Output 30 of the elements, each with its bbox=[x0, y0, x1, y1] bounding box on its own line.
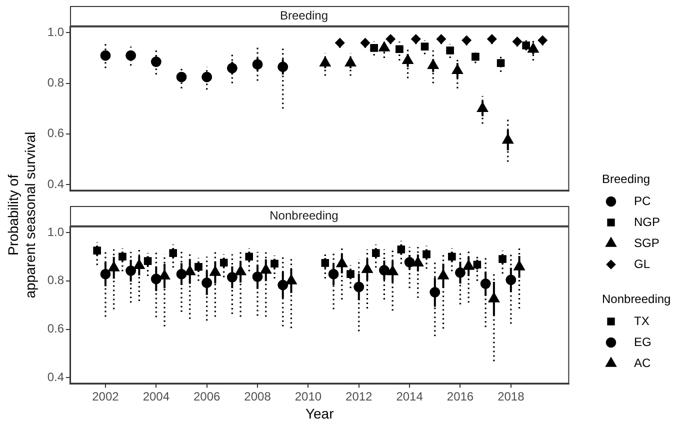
x-tick-label: 2006 bbox=[193, 389, 221, 404]
x-tick-label: 2008 bbox=[244, 389, 272, 404]
y-tick-label: 0.6 bbox=[47, 126, 64, 140]
x-tick-label: 2004 bbox=[142, 389, 170, 404]
y-tick-label: 0.8 bbox=[47, 273, 64, 288]
x-tick-label: 2014 bbox=[396, 389, 424, 404]
chart-title: Nonbreeding bbox=[270, 208, 338, 223]
x-tick-label: 2002 bbox=[92, 389, 120, 404]
legend-label: TX bbox=[634, 314, 650, 328]
chart-title: Breeding bbox=[280, 8, 328, 23]
legend-label: GL bbox=[634, 256, 650, 270]
y-axis-title: Probability of apparent seasonal survival bbox=[5, 130, 39, 300]
legend-title: Breeding bbox=[602, 172, 652, 186]
x-tick-label: 2018 bbox=[498, 389, 525, 404]
x-axis-title: Year bbox=[305, 405, 334, 422]
y-tick-label: 0.4 bbox=[47, 370, 64, 384]
y-tick-label: 0.8 bbox=[47, 76, 64, 90]
y-tick-label: 1.0 bbox=[47, 25, 64, 40]
y-tick-label: 1.0 bbox=[47, 224, 64, 239]
legend-label: EG bbox=[634, 334, 652, 348]
x-tick-label: 2016 bbox=[446, 389, 474, 404]
legend-label: AC bbox=[634, 356, 651, 370]
x-tick-label: 2010 bbox=[294, 389, 322, 404]
y-tick-label: 0.4 bbox=[47, 176, 64, 191]
y-tick-label: 0.6 bbox=[47, 322, 64, 336]
x-tick-label: 2012 bbox=[346, 389, 373, 404]
legend-label: SGP bbox=[634, 236, 660, 250]
legend-label: NGP bbox=[634, 214, 660, 228]
legend-label: PC bbox=[634, 194, 651, 208]
legend-title: Nonbreeding bbox=[602, 292, 671, 306]
